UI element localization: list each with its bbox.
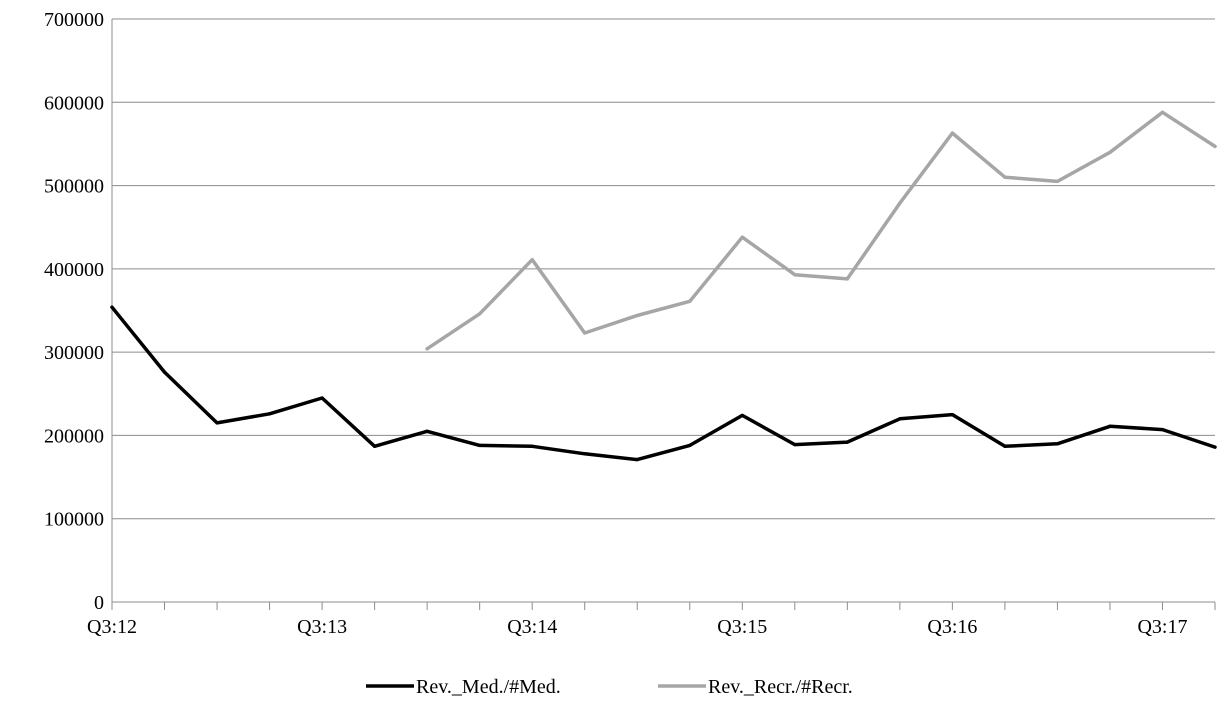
y-tick-label: 500000	[44, 176, 104, 198]
x-tick-label: Q3:14	[507, 616, 557, 638]
data-point	[688, 443, 692, 448]
gridlines	[112, 18, 1215, 520]
y-tick-label: 600000	[44, 92, 104, 114]
data-point	[267, 412, 272, 416]
y-tick-label: 200000	[44, 425, 104, 447]
data-point	[635, 457, 639, 462]
data-point	[845, 277, 849, 281]
data-point	[1108, 150, 1112, 154]
data-point	[215, 421, 219, 425]
data-point	[793, 273, 797, 277]
data-point	[162, 370, 167, 374]
data-point	[530, 258, 534, 262]
y-axis-tick-labels: 0 100000 200000 300000 400000 500000 600000 700…	[44, 9, 104, 614]
data-point	[1160, 110, 1165, 114]
series-lines	[110, 110, 1217, 462]
data-point	[478, 312, 482, 316]
y-tick-label: 0	[94, 592, 104, 614]
data-point	[1055, 179, 1060, 184]
x-tick-label: Q3:13	[297, 616, 347, 638]
x-tick-label: Q3:17	[1137, 616, 1187, 638]
data-point	[1213, 445, 1217, 449]
data-point	[583, 331, 587, 335]
data-point	[110, 305, 114, 309]
data-point	[845, 440, 849, 444]
data-point	[478, 443, 482, 448]
data-point	[793, 442, 797, 447]
series-line-1	[110, 305, 1217, 462]
y-tick-label: 400000	[44, 259, 104, 281]
data-point	[898, 201, 902, 205]
data-point	[1003, 444, 1007, 448]
y-tick-label: 700000	[44, 9, 104, 31]
data-point	[950, 131, 954, 135]
legend-label-2: Rev._Recr./#Recr.	[708, 676, 853, 698]
x-tick-label: Q3:12	[87, 616, 137, 638]
data-point	[688, 299, 692, 303]
y-tick-label: 100000	[44, 509, 104, 531]
x-axis-tick-labels: Q3:12 Q3:13 Q3:14 Q3:15 Q3:16 Q3:17	[87, 616, 1187, 638]
x-tick-label: Q3:15	[717, 616, 767, 638]
data-point	[898, 417, 902, 421]
data-point	[635, 313, 639, 318]
data-point	[950, 413, 954, 417]
data-point	[1108, 424, 1112, 428]
data-point	[583, 452, 587, 456]
legend: Rev._Med./#Med. Rev._Recr./#Recr.	[366, 676, 853, 698]
y-tick-label: 300000	[44, 342, 104, 364]
data-point	[1003, 175, 1007, 179]
data-point	[530, 444, 534, 448]
axes	[111, 19, 1216, 610]
data-point	[740, 235, 744, 239]
data-point	[1160, 427, 1165, 432]
data-point	[1055, 442, 1060, 446]
data-point	[740, 413, 744, 418]
legend-label-1: Rev._Med./#Med.	[416, 676, 561, 698]
data-point	[320, 396, 324, 400]
data-point	[1213, 144, 1217, 149]
data-point	[425, 429, 429, 433]
data-point	[425, 347, 429, 351]
x-tick-label: Q3:16	[927, 616, 977, 638]
series-line-2	[425, 110, 1217, 351]
data-point	[373, 444, 377, 448]
